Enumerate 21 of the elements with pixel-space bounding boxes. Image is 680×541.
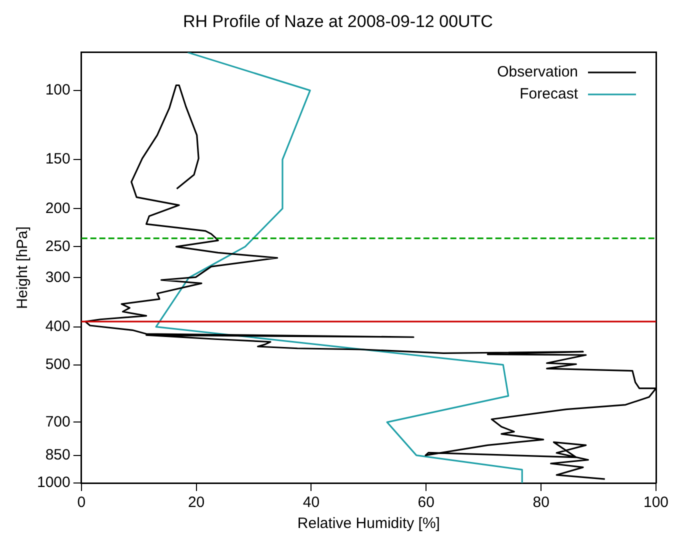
y-tick-label: 150 bbox=[45, 150, 70, 168]
y-tick-label: 500 bbox=[45, 356, 70, 373]
y-tick-label: 850 bbox=[45, 446, 70, 464]
y-tick-label: 400 bbox=[45, 318, 70, 335]
legend-label: Forecast bbox=[520, 86, 579, 103]
y-tick-label: 700 bbox=[45, 413, 70, 430]
x-tick-label: 40 bbox=[302, 494, 320, 512]
y-tick-label: 1000 bbox=[36, 474, 70, 492]
y-axis-title: Height [hPa] bbox=[14, 226, 32, 309]
x-tick-label: 0 bbox=[77, 494, 86, 512]
y-tick-label: 300 bbox=[45, 268, 70, 286]
x-axis-title: Relative Humidity [%] bbox=[297, 515, 440, 532]
x-tick-label: 80 bbox=[532, 494, 550, 512]
legend-label: Observation bbox=[497, 64, 578, 81]
x-tick-label: 100 bbox=[643, 494, 669, 512]
y-tick-label: 200 bbox=[45, 200, 70, 217]
y-tick-label: 250 bbox=[45, 238, 70, 255]
y-tick-label: 100 bbox=[45, 82, 70, 99]
chart-title: RH Profile of Naze at 2008-09-12 00UTC bbox=[183, 12, 493, 31]
x-tick-label: 20 bbox=[188, 494, 205, 512]
x-tick-label: 60 bbox=[418, 494, 434, 512]
